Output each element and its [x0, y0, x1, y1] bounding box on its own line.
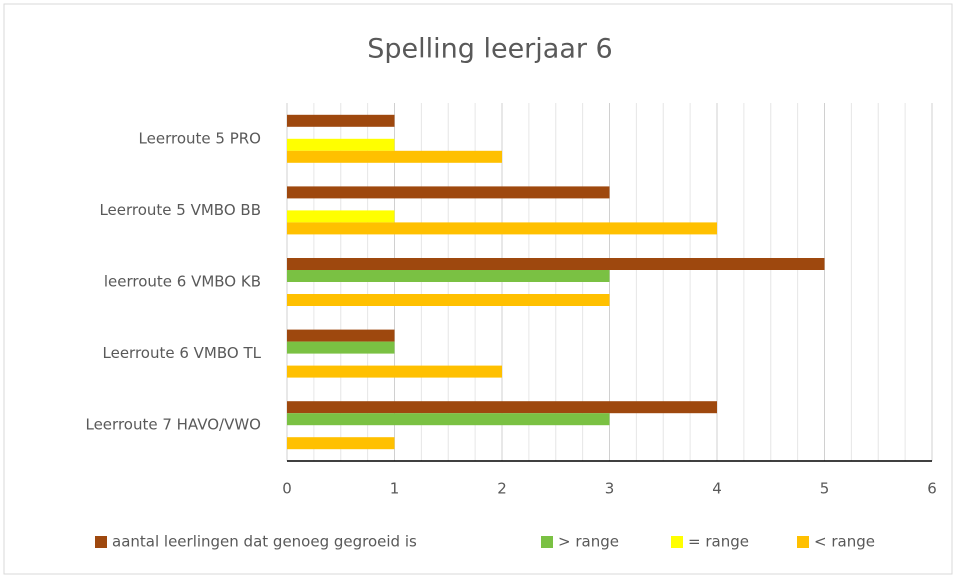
legend-label: = range	[688, 533, 749, 551]
bar	[287, 329, 395, 342]
x-tick-label: 0	[282, 480, 292, 498]
bar	[287, 114, 395, 127]
y-tick-label: leerroute 6 VMBO KB	[104, 273, 261, 291]
y-tick-label: Leerroute 7 HAVO/VWO	[85, 416, 261, 434]
y-tick-label: Leerroute 5 PRO	[139, 129, 261, 147]
legend-swatch	[95, 536, 107, 548]
bar	[287, 138, 395, 151]
legend-swatch	[541, 536, 553, 548]
bar	[287, 186, 610, 199]
bar	[287, 294, 610, 306]
bar	[287, 413, 610, 426]
x-tick-label: 6	[927, 480, 937, 498]
chart-border	[3, 3, 953, 575]
chart-title: Spelling leerjaar 6	[367, 34, 613, 65]
bar	[287, 258, 825, 270]
y-tick-label: Leerroute 6 VMBO TL	[103, 344, 262, 362]
legend-swatch	[797, 536, 809, 548]
y-tick-label: Leerroute 5 VMBO BB	[99, 201, 261, 219]
bar	[287, 401, 717, 414]
bar	[287, 270, 610, 282]
x-tick-label: 3	[605, 480, 615, 498]
legend-label: < range	[814, 533, 875, 551]
legend-swatch	[671, 536, 683, 548]
bar	[287, 150, 502, 163]
bar	[287, 365, 502, 378]
x-tick-label: 4	[712, 480, 722, 498]
bar	[287, 341, 395, 354]
legend-label: > range	[558, 533, 619, 551]
legend-label: aantal leerlingen dat genoeg gegroeid is	[112, 533, 417, 551]
bar	[287, 437, 395, 450]
bar	[287, 210, 395, 223]
bar	[287, 222, 717, 235]
x-tick-label: 1	[390, 480, 400, 498]
x-tick-label: 5	[820, 480, 830, 498]
x-tick-label: 2	[497, 480, 507, 498]
